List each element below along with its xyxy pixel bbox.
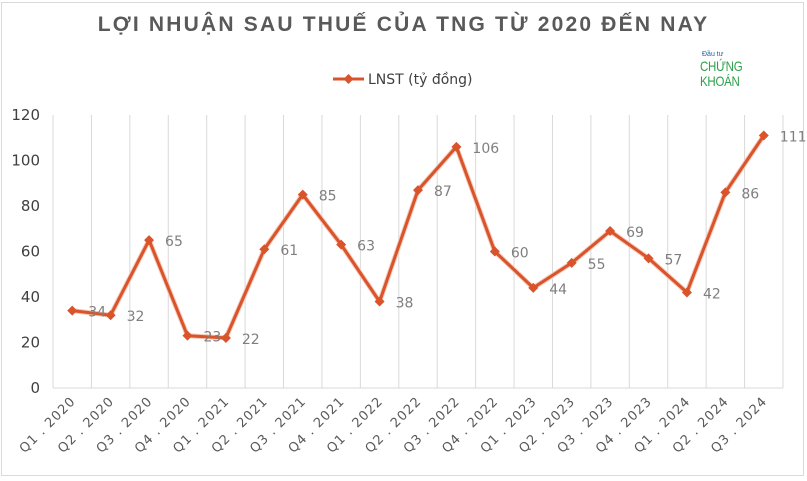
data-point-marker (489, 246, 500, 257)
watermark-big-text: CHỨNG KHOÁN (700, 58, 743, 89)
data-label: 65 (165, 234, 183, 250)
data-point-marker (643, 253, 654, 264)
y-axis: 0 20 40 60 80 100 120 (11, 106, 40, 397)
data-point-marker (144, 235, 155, 246)
watermark-small-text: Đầu tư (702, 51, 724, 58)
data-point-marker (182, 330, 193, 341)
data-label: 22 (242, 332, 260, 348)
data-label: 61 (280, 243, 298, 259)
y-tick-label: 120 (11, 106, 40, 124)
data-label: 85 (319, 189, 337, 205)
data-point-marker (605, 226, 616, 237)
data-label: 34 (88, 305, 106, 321)
legend: LNST (tỷ đồng) (333, 71, 473, 88)
data-point-marker (336, 239, 347, 250)
data-point-marker (758, 130, 769, 141)
data-point-marker (67, 305, 78, 316)
data-label: 106 (472, 141, 499, 157)
series-line (67, 130, 769, 343)
watermark-logo: Đầu tư CHỨNG KHOÁN (700, 50, 786, 89)
legend-label: LNST (tỷ đồng) (368, 71, 473, 88)
data-label: 63 (357, 239, 375, 255)
data-point-marker (413, 185, 423, 196)
data-point-marker (566, 257, 577, 268)
y-tick-label: 40 (21, 288, 40, 306)
data-label: 57 (665, 252, 683, 268)
data-point-marker (681, 287, 692, 298)
data-label: 55 (588, 257, 606, 273)
y-tick-label: 100 (11, 152, 40, 170)
data-label: 87 (434, 184, 452, 200)
y-tick-label: 80 (21, 197, 40, 215)
gridlines (52, 115, 784, 389)
data-point-marker (451, 141, 462, 152)
chart-title: LỢI NHUẬN SAU THUẾ CỦA TNG TỪ 2020 ĐẾN N… (97, 13, 710, 36)
data-label: 86 (741, 186, 759, 202)
data-label: 44 (549, 282, 567, 298)
y-tick-label: 60 (21, 243, 40, 261)
y-tick-label: 0 (30, 379, 40, 397)
data-label: 42 (703, 286, 721, 302)
data-point-marker (220, 332, 231, 343)
data-label: 32 (127, 309, 145, 325)
data-point-marker (259, 244, 270, 255)
data-label: 23 (203, 330, 221, 346)
data-labels: 34 32 65 23 22 61 85 63 38 87 106 60 44 55 69 57 42 86 111 (88, 129, 806, 347)
data-point-marker (105, 310, 116, 321)
data-label: 38 (396, 296, 414, 312)
y-tick-label: 20 (21, 334, 40, 352)
legend-marker-icon (343, 74, 354, 84)
data-label: 111 (780, 129, 807, 145)
data-point-marker (374, 296, 385, 307)
data-label: 60 (511, 246, 529, 262)
data-point-marker (720, 187, 731, 198)
data-label: 69 (626, 225, 644, 241)
data-point-marker (297, 189, 308, 200)
data-point-marker (528, 282, 539, 293)
